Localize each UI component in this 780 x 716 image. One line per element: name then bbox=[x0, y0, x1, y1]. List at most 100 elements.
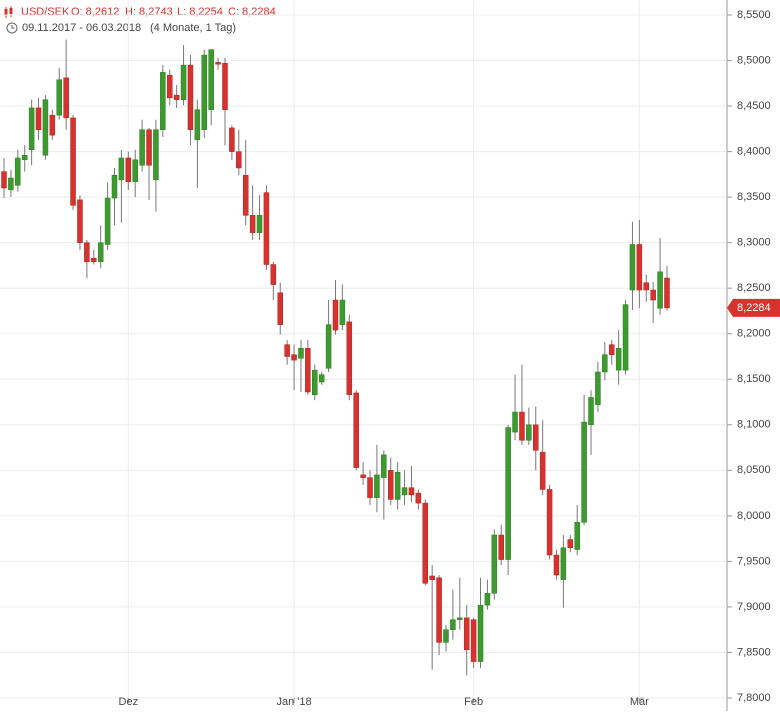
x-tick-label: Feb bbox=[464, 696, 483, 708]
candle-body bbox=[588, 397, 594, 426]
y-tick-label: 7,8500 bbox=[737, 646, 771, 658]
period: (4 Monate, 1 Tag) bbox=[150, 22, 236, 34]
candle-body bbox=[263, 192, 270, 265]
candle-body bbox=[512, 411, 518, 433]
y-tick-label: 8,2000 bbox=[737, 328, 771, 340]
candle-body bbox=[443, 629, 449, 643]
candle-body bbox=[325, 324, 332, 369]
y-tick-label: 8,1000 bbox=[737, 419, 771, 431]
candle-body bbox=[166, 74, 173, 99]
y-tick-label: 8,3000 bbox=[737, 237, 771, 249]
candle-body bbox=[470, 619, 477, 662]
x-tick-label: Mär bbox=[630, 696, 649, 708]
candle-body bbox=[63, 77, 69, 119]
candle-body bbox=[77, 199, 83, 243]
candle-body bbox=[180, 64, 187, 100]
candle-body bbox=[553, 554, 560, 576]
candle-body bbox=[429, 575, 435, 580]
candle-body bbox=[526, 424, 532, 441]
candle-body bbox=[97, 242, 104, 263]
candle-body bbox=[484, 593, 491, 606]
header-open: O: 8,2612 bbox=[71, 6, 119, 18]
candle-body bbox=[242, 175, 249, 216]
header-low: L: 8,2254 bbox=[177, 6, 223, 18]
candle-body bbox=[146, 129, 152, 166]
candle-body bbox=[298, 348, 304, 359]
candle-body bbox=[305, 348, 311, 393]
candle-body bbox=[153, 129, 159, 181]
candle-body bbox=[28, 107, 35, 151]
candle-body bbox=[339, 299, 346, 325]
candle-body bbox=[422, 502, 429, 584]
candle-body bbox=[160, 72, 166, 130]
y-tick-label: 8,0500 bbox=[737, 464, 771, 476]
candle-body bbox=[222, 63, 228, 110]
candle-body bbox=[270, 264, 277, 285]
candle-body bbox=[139, 129, 145, 166]
candle-body bbox=[346, 321, 353, 395]
candle-body bbox=[664, 277, 670, 309]
date-range: 09.11.2017 - 06.03.2018 bbox=[22, 22, 141, 34]
last-price-label: 8,2284 bbox=[737, 302, 771, 314]
candle-body bbox=[201, 54, 208, 130]
candle-body bbox=[533, 424, 539, 451]
candle-body bbox=[367, 477, 373, 498]
candle-body bbox=[8, 177, 14, 191]
candle-body bbox=[132, 159, 138, 182]
last-price-badge bbox=[727, 298, 780, 317]
candle-body bbox=[229, 127, 235, 152]
y-tick-label: 8,4500 bbox=[737, 100, 771, 112]
candle-body bbox=[546, 489, 553, 556]
x-tick-label: Dez bbox=[119, 696, 139, 708]
y-tick-label: 7,9500 bbox=[737, 555, 771, 567]
y-tick-label: 7,8000 bbox=[737, 692, 771, 704]
candle-body bbox=[187, 64, 194, 130]
candle-body bbox=[436, 577, 442, 643]
candle-body bbox=[657, 271, 663, 309]
candle-body bbox=[35, 107, 42, 130]
y-tick-label: 8,3500 bbox=[737, 191, 771, 203]
candle-body bbox=[173, 94, 180, 100]
candle-body bbox=[42, 99, 49, 156]
candle-body bbox=[318, 374, 325, 383]
y-tick-label: 7,9000 bbox=[737, 601, 771, 613]
candle-body bbox=[104, 197, 111, 245]
clock-icon bbox=[6, 22, 18, 34]
candle-body bbox=[360, 474, 366, 478]
y-tick-label: 8,4000 bbox=[737, 146, 771, 158]
candle-body bbox=[125, 157, 132, 182]
header-high: H: 8,2743 bbox=[125, 6, 173, 18]
candle-body bbox=[208, 49, 214, 110]
candle-body bbox=[401, 487, 408, 496]
candle-body bbox=[111, 175, 118, 199]
candle-body bbox=[567, 539, 574, 548]
symbol: USD/SEK bbox=[21, 6, 70, 18]
candle-body bbox=[291, 354, 297, 361]
y-tick-label: 8,5000 bbox=[737, 54, 771, 66]
candle-body bbox=[215, 62, 221, 65]
candle-body bbox=[643, 282, 650, 291]
candle-body bbox=[118, 157, 125, 181]
candle-body bbox=[505, 427, 511, 560]
candle-body bbox=[56, 79, 62, 116]
candle-body bbox=[21, 154, 28, 161]
candle-body bbox=[574, 521, 580, 550]
candle-body bbox=[498, 534, 504, 560]
y-tick-label: 8,2500 bbox=[737, 282, 771, 294]
candle-body bbox=[277, 292, 283, 325]
candle-body bbox=[602, 354, 608, 373]
candle-body bbox=[284, 344, 290, 357]
header-close: C: 8,2284 bbox=[228, 6, 276, 18]
candle-body bbox=[91, 257, 97, 263]
candle-body bbox=[519, 411, 525, 441]
candle-body bbox=[387, 470, 394, 500]
candle-body bbox=[560, 547, 567, 580]
candle-body bbox=[581, 421, 587, 523]
candle-body bbox=[415, 492, 422, 504]
candle-body bbox=[381, 454, 387, 478]
candle-body bbox=[408, 487, 415, 496]
candle-body bbox=[353, 392, 359, 468]
candle-body bbox=[539, 451, 546, 490]
x-tick-label: Jan '18 bbox=[276, 696, 311, 708]
